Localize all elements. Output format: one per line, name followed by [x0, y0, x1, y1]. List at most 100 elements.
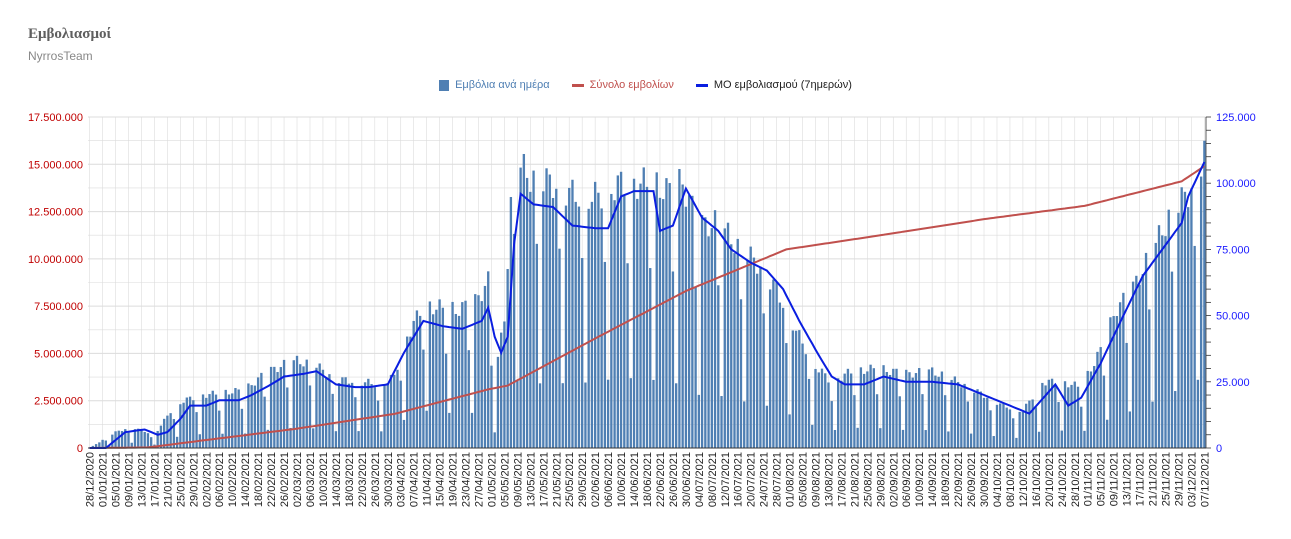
right-axis-tick-label: 100.000	[1216, 178, 1256, 190]
daily-vaccinations-bar	[192, 400, 195, 448]
daily-vaccinations-bar	[581, 258, 584, 448]
daily-vaccinations-bar	[490, 365, 493, 448]
daily-vaccinations-bar	[188, 396, 192, 448]
daily-vaccinations-bar	[341, 377, 344, 448]
x-axis-tick-label: 26/09/2021	[966, 452, 978, 507]
daily-vaccinations-bar	[953, 376, 957, 448]
x-axis-tick-label: 10/03/2021	[318, 452, 330, 507]
daily-vaccinations-bar	[435, 309, 438, 448]
daily-vaccinations-bar	[305, 359, 308, 448]
daily-vaccinations-bar	[827, 382, 830, 448]
x-axis-tick-label: 30/03/2021	[383, 452, 395, 507]
daily-vaccinations-bar	[989, 410, 992, 448]
daily-vaccinations-bar	[636, 198, 639, 448]
left-axis-tick-label: 12.500.000	[28, 207, 83, 219]
daily-vaccinations-bar	[632, 178, 636, 448]
daily-vaccinations-bar	[396, 369, 399, 448]
daily-vaccinations-bar	[1102, 375, 1106, 448]
daily-vaccinations-bar	[276, 372, 279, 448]
daily-vaccinations-bar	[862, 373, 866, 448]
daily-vaccinations-bar	[214, 394, 218, 448]
x-axis-tick-label: 09/01/2021	[124, 452, 136, 507]
daily-vaccinations-bar	[739, 299, 743, 448]
daily-vaccinations-bar	[318, 363, 321, 448]
daily-vaccinations-bar	[746, 260, 749, 448]
daily-vaccinations-bar	[872, 368, 876, 448]
x-axis-tick-label: 18/03/2021	[344, 452, 356, 507]
daily-vaccinations-bar	[234, 388, 237, 448]
daily-vaccinations-bar	[1128, 411, 1132, 448]
daily-vaccinations-bar	[914, 373, 918, 448]
x-axis-tick-label: 12/07/2021	[720, 452, 732, 507]
daily-vaccinations-bar	[399, 380, 402, 448]
daily-vaccinations-bar	[707, 236, 710, 448]
legend-item-cumulative[interactable]: Σύνολο εμβολίων	[571, 79, 674, 91]
daily-vaccinations-bar	[1067, 387, 1070, 448]
legend-item-daily[interactable]: Εμβόλια ανά ημέρα	[439, 79, 550, 91]
daily-vaccinations-bar	[571, 179, 574, 448]
daily-vaccinations-bar	[976, 389, 979, 448]
daily-vaccinations-bar	[302, 366, 305, 448]
daily-vaccinations-bar	[519, 167, 522, 448]
daily-vaccinations-bar	[610, 193, 613, 448]
daily-vaccinations-bar	[461, 302, 464, 448]
legend-swatch-cumulative	[571, 83, 584, 87]
daily-vaccinations-bar	[503, 321, 506, 448]
daily-vaccinations-bar	[600, 208, 603, 448]
x-axis-tick-label: 05/11/2021	[1096, 452, 1108, 506]
daily-vaccinations-bar	[538, 383, 542, 448]
daily-vaccinations-bar	[859, 367, 863, 448]
daily-vaccinations-bar	[282, 359, 286, 448]
x-axis-tick-label: 22/09/2021	[953, 452, 965, 507]
x-axis-tick-label: 03/12/2021	[1186, 452, 1198, 507]
daily-vaccinations-bar	[516, 380, 519, 448]
daily-vaccinations-bar	[334, 431, 338, 448]
daily-vaccinations-bar	[892, 368, 895, 448]
daily-vaccinations-bar	[908, 372, 911, 448]
x-axis-tick-label: 05/05/2021	[499, 452, 511, 507]
daily-vaccinations-bar	[869, 364, 872, 448]
x-axis-tick-label: 02/06/2021	[590, 452, 602, 507]
daily-vaccinations-bar	[811, 424, 814, 448]
daily-vaccinations-bar	[1073, 381, 1076, 448]
daily-vaccinations-bar	[263, 396, 266, 448]
legend-item-average[interactable]: ΜΟ εμβολιασμού (7ημερών)	[695, 79, 852, 91]
x-axis-tick-label: 02/02/2021	[201, 452, 213, 507]
daily-vaccinations-bar	[256, 377, 260, 448]
daily-vaccinations-bar	[357, 431, 360, 448]
left-axis-tick-label: 10.000.000	[28, 254, 83, 266]
x-axis-tick-label: 12/10/2021	[1018, 452, 1030, 507]
daily-vaccinations-bar	[1167, 209, 1170, 448]
daily-vaccinations-bar	[266, 429, 270, 448]
legend-swatch-daily	[439, 79, 450, 91]
daily-vaccinations-bar	[347, 383, 351, 448]
daily-vaccinations-bar	[733, 253, 736, 448]
x-axis-tick-label: 17/05/2021	[538, 452, 550, 507]
daily-vaccinations-bar	[882, 365, 885, 448]
daily-vaccinations-bar	[875, 394, 879, 448]
daily-vaccinations-bar	[94, 444, 98, 448]
daily-vaccinations-bar	[1161, 235, 1164, 448]
daily-vaccinations-bar	[457, 315, 461, 448]
daily-vaccinations-bar	[182, 402, 185, 448]
x-axis-tick-label: 24/07/2021	[759, 452, 771, 507]
daily-vaccinations-bar	[292, 360, 295, 448]
daily-vaccinations-bar	[393, 374, 396, 448]
daily-vaccinations-bar	[603, 261, 607, 448]
daily-vaccinations-bar	[775, 281, 778, 448]
daily-vaccinations-bar	[185, 397, 189, 448]
x-axis-tick-label: 20/07/2021	[746, 452, 758, 507]
daily-vaccinations-bar	[295, 355, 299, 448]
daily-vaccinations-bar	[1122, 292, 1125, 448]
daily-vaccinations-bar	[943, 395, 947, 448]
daily-vaccinations-bar	[211, 390, 214, 448]
daily-vaccinations-bar	[645, 186, 649, 448]
daily-vaccinations-bar	[146, 433, 150, 448]
x-axis-tick-label: 27/04/2021	[473, 452, 485, 507]
daily-vaccinations-bar	[898, 396, 901, 448]
daily-vaccinations-bar	[480, 301, 483, 448]
daily-vaccinations-bar	[1031, 399, 1034, 448]
daily-vaccinations-bar	[905, 369, 908, 448]
x-axis-tick-label: 30/09/2021	[979, 452, 991, 507]
daily-vaccinations-bar	[101, 439, 104, 448]
